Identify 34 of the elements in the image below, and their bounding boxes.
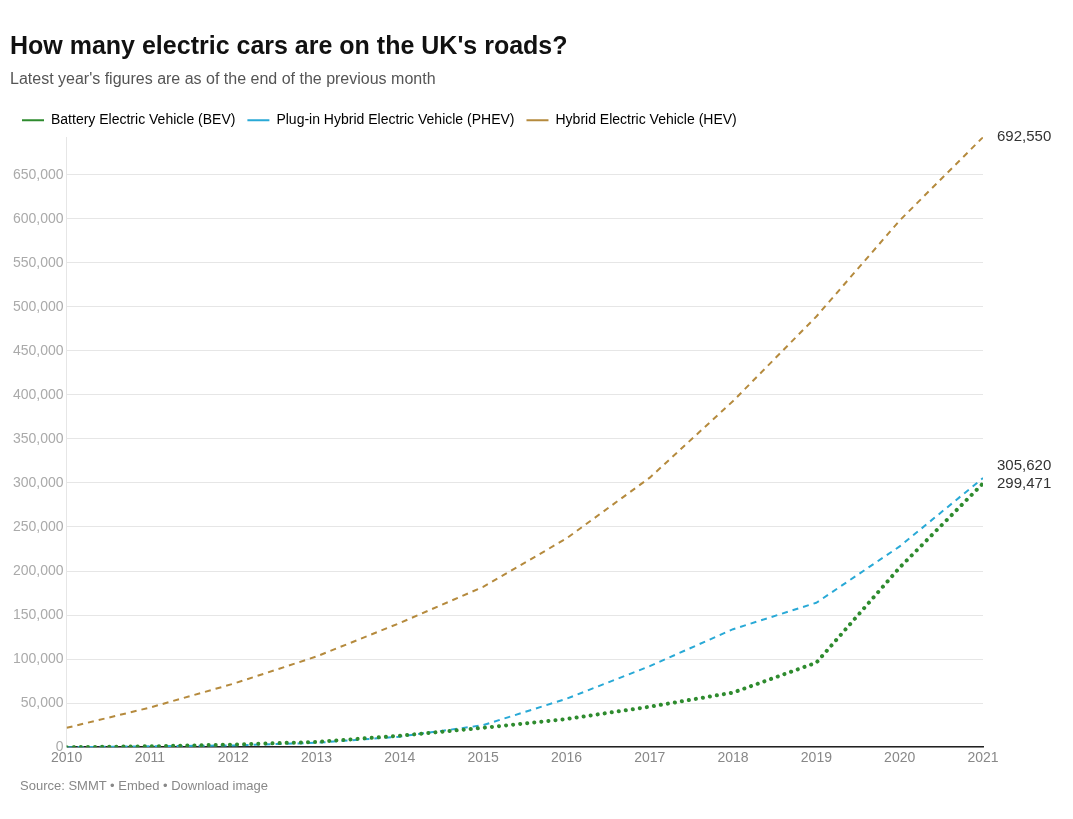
y-tick-label: 500,000 <box>13 297 64 314</box>
y-tick-label: 300,000 <box>13 473 64 490</box>
chart-title: How many electric cars are on the UK's roads? <box>10 30 568 59</box>
x-tick-label: 2018 <box>717 749 749 766</box>
y-tick-label: 350,000 <box>13 429 64 446</box>
chart-subtitle: Latest year's figures are as of the end of the previous month <box>10 70 436 88</box>
x-tick-label: 2012 <box>217 749 249 766</box>
legend-label: Plug-in Hybrid Electric Vehicle (PHEV) <box>276 111 515 128</box>
x-tick-label: 2015 <box>467 749 499 766</box>
y-tick-label: 250,000 <box>13 517 64 534</box>
line-series <box>66 137 983 729</box>
x-tick-label: 2019 <box>800 749 833 766</box>
legend-label: Battery Electric Vehicle (BEV) <box>51 111 236 128</box>
x-tick-label: 2016 <box>550 749 583 766</box>
x-tick-label: 2014 <box>384 749 416 766</box>
x-tick-label: 2011 <box>134 749 166 766</box>
y-tick-label: 650,000 <box>13 165 64 182</box>
y-tick-label: 400,000 <box>13 385 64 402</box>
y-tick-label: 450,000 <box>13 341 64 358</box>
x-tick-label: 2020 <box>884 749 916 766</box>
data-label: 692,550 <box>997 127 1052 145</box>
x-tick-label: 2013 <box>300 749 333 766</box>
y-tick-label: 150,000 <box>13 605 64 622</box>
y-tick-label: 50,000 <box>20 694 64 711</box>
y-tick-label: 550,000 <box>13 253 64 270</box>
legend-label: Hybrid Electric Vehicle (HEV) <box>555 111 737 128</box>
source-note: Source: SMMT • Embed • Download image <box>20 778 269 793</box>
data-label: 305,620 <box>997 455 1052 473</box>
y-tick-label: 100,000 <box>13 649 64 666</box>
y-tick-label: 600,000 <box>13 209 64 226</box>
x-tick-label: 2021 <box>967 749 999 766</box>
x-tick-label: 2017 <box>634 749 666 766</box>
data-label: 299,471 <box>997 473 1052 491</box>
y-tick-label: 200,000 <box>13 561 64 578</box>
